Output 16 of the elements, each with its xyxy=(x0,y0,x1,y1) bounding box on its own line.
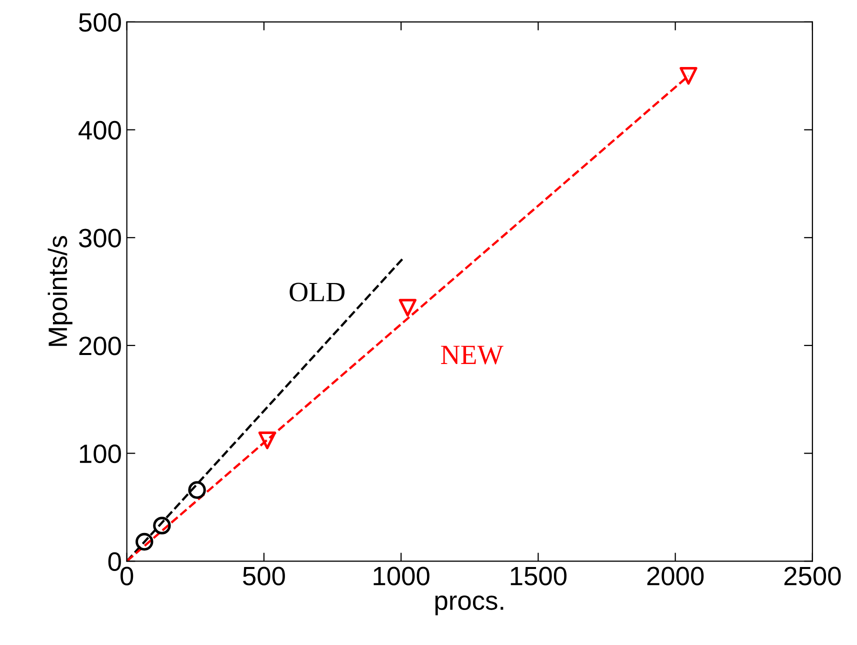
x-axis-title: procs. xyxy=(435,596,504,616)
x-tick-label: 1500 xyxy=(510,566,567,586)
y-tick-label: 500 xyxy=(79,13,121,32)
x-tick-label: 0 xyxy=(120,566,134,586)
y-tick-label: 400 xyxy=(78,120,121,140)
x-tick-label: 2500 xyxy=(784,566,841,586)
y-tick-label: 0 xyxy=(108,552,121,571)
series-label: NEW xyxy=(441,346,504,364)
y-tick-label: 200 xyxy=(79,336,121,356)
series-label: OLD xyxy=(290,282,345,302)
y-axis-title: Mpoints/s xyxy=(48,236,72,346)
y-tick-label: 300 xyxy=(78,228,121,248)
y-tick-label: 100 xyxy=(80,444,121,464)
x-tick-label: 500 xyxy=(243,566,285,586)
x-tick-label: 1000 xyxy=(374,566,430,586)
x-tick-label: 2000 xyxy=(647,566,704,586)
